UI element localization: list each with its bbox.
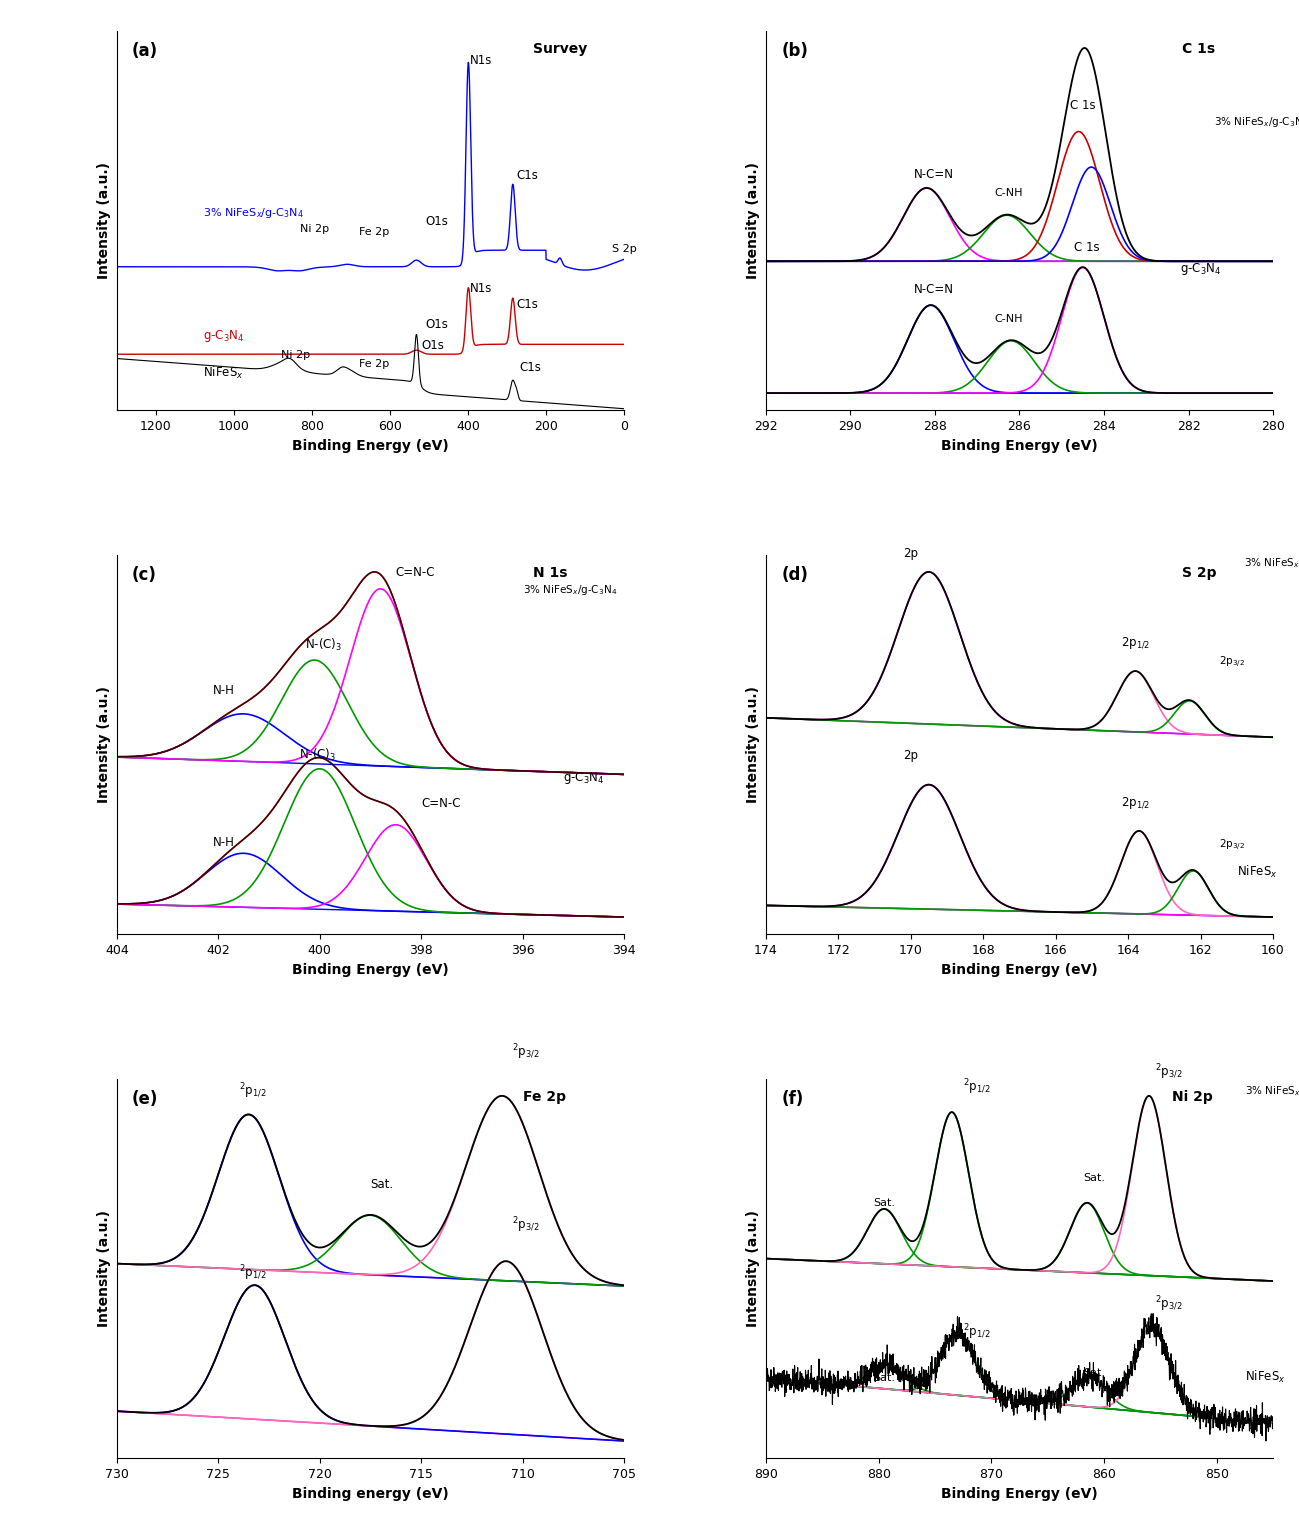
Text: Sat.: Sat. bbox=[370, 1177, 394, 1191]
X-axis label: Binding Energy (eV): Binding Energy (eV) bbox=[940, 439, 1098, 453]
Text: N1s: N1s bbox=[470, 281, 492, 295]
Text: N-C=N: N-C=N bbox=[914, 282, 953, 296]
Text: (e): (e) bbox=[132, 1090, 158, 1108]
Text: C-NH: C-NH bbox=[994, 189, 1022, 198]
Text: C 1s: C 1s bbox=[1182, 41, 1215, 57]
X-axis label: Binding Energy (eV): Binding Energy (eV) bbox=[292, 962, 449, 976]
Text: 3% NiFeS$_x$/g-C$_3$N$_4$: 3% NiFeS$_x$/g-C$_3$N$_4$ bbox=[522, 583, 617, 597]
Text: (b): (b) bbox=[781, 41, 808, 60]
Y-axis label: Intensity (a.u.): Intensity (a.u.) bbox=[747, 686, 760, 803]
Text: 2p$_{3/2}$: 2p$_{3/2}$ bbox=[1218, 655, 1244, 671]
Text: C 1s: C 1s bbox=[1074, 241, 1100, 253]
Text: $^2$p$_{3/2}$: $^2$p$_{3/2}$ bbox=[512, 1044, 540, 1062]
Text: NiFeS$_x$: NiFeS$_x$ bbox=[203, 365, 243, 382]
Text: Fe 2p: Fe 2p bbox=[359, 359, 388, 370]
Y-axis label: Intensity (a.u.): Intensity (a.u.) bbox=[97, 686, 112, 803]
Text: (d): (d) bbox=[781, 566, 808, 583]
Text: 2p: 2p bbox=[904, 548, 918, 560]
Text: $^2$p$_{3/2}$: $^2$p$_{3/2}$ bbox=[512, 1216, 540, 1236]
Text: NiFeS$_x$: NiFeS$_x$ bbox=[1237, 864, 1277, 880]
Text: O1s: O1s bbox=[425, 215, 448, 229]
Text: NiFeS$_x$: NiFeS$_x$ bbox=[1244, 1369, 1286, 1385]
Text: 2p$_{1/2}$: 2p$_{1/2}$ bbox=[1121, 795, 1150, 812]
Text: Sat.: Sat. bbox=[873, 1372, 895, 1383]
Text: N-(C)$_3$: N-(C)$_3$ bbox=[300, 748, 336, 763]
Text: Ni 2p: Ni 2p bbox=[281, 350, 310, 359]
Text: g-C$_3$N$_4$: g-C$_3$N$_4$ bbox=[1179, 261, 1221, 276]
Text: $^2$p$_{1/2}$: $^2$p$_{1/2}$ bbox=[239, 1082, 266, 1101]
Text: 3% NiFeS$_x$/g-C$_3$N$_4$: 3% NiFeS$_x$/g-C$_3$N$_4$ bbox=[203, 206, 304, 220]
Text: 3% NiFeS$_x$/g-C$_3$N$_4$: 3% NiFeS$_x$/g-C$_3$N$_4$ bbox=[1244, 1084, 1299, 1098]
Text: $^2$p$_{3/2}$: $^2$p$_{3/2}$ bbox=[1155, 1064, 1182, 1082]
Text: S 2p: S 2p bbox=[1182, 566, 1216, 580]
Text: N-H: N-H bbox=[213, 685, 235, 697]
X-axis label: Binding energy (eV): Binding energy (eV) bbox=[292, 1486, 449, 1501]
Text: C1s: C1s bbox=[517, 298, 539, 312]
Text: C1s: C1s bbox=[517, 169, 539, 183]
Text: (a): (a) bbox=[132, 41, 158, 60]
Text: 2p$_{1/2}$: 2p$_{1/2}$ bbox=[1121, 635, 1150, 651]
Text: Fe 2p: Fe 2p bbox=[522, 1090, 565, 1104]
Text: g-C$_3$N$_4$: g-C$_3$N$_4$ bbox=[203, 328, 244, 344]
Text: N1s: N1s bbox=[470, 54, 492, 66]
Text: $^2$p$_{1/2}$: $^2$p$_{1/2}$ bbox=[239, 1263, 266, 1283]
Text: Sat.: Sat. bbox=[873, 1199, 895, 1208]
X-axis label: Binding Energy (eV): Binding Energy (eV) bbox=[292, 439, 449, 453]
Text: $^2$p$_{1/2}$: $^2$p$_{1/2}$ bbox=[963, 1323, 991, 1342]
Y-axis label: Intensity (a.u.): Intensity (a.u.) bbox=[747, 1210, 760, 1326]
Text: Survey: Survey bbox=[533, 41, 587, 57]
Text: g-C$_3$N$_4$: g-C$_3$N$_4$ bbox=[564, 771, 604, 786]
Text: Fe 2p: Fe 2p bbox=[359, 227, 388, 238]
Text: 2p: 2p bbox=[904, 749, 918, 763]
Text: Sat.: Sat. bbox=[1083, 1173, 1105, 1183]
Text: $^2$p$_{3/2}$: $^2$p$_{3/2}$ bbox=[1155, 1296, 1182, 1314]
Text: 3% NiFeS$_x$/g-C$_3$N$_4$: 3% NiFeS$_x$/g-C$_3$N$_4$ bbox=[1213, 115, 1299, 129]
Text: (f): (f) bbox=[781, 1090, 803, 1108]
Text: N-(C)$_3$: N-(C)$_3$ bbox=[304, 637, 342, 652]
Text: O1s: O1s bbox=[421, 339, 444, 353]
Y-axis label: Intensity (a.u.): Intensity (a.u.) bbox=[747, 163, 760, 279]
X-axis label: Binding Energy (eV): Binding Energy (eV) bbox=[940, 1486, 1098, 1501]
Text: C-NH: C-NH bbox=[994, 315, 1022, 324]
Text: N-H: N-H bbox=[213, 835, 235, 849]
Text: N-C=N: N-C=N bbox=[914, 167, 953, 181]
Text: C1s: C1s bbox=[520, 361, 542, 373]
Y-axis label: Intensity (a.u.): Intensity (a.u.) bbox=[97, 163, 112, 279]
Text: N 1s: N 1s bbox=[533, 566, 568, 580]
Text: C 1s: C 1s bbox=[1070, 98, 1096, 112]
Text: 3% NiFeS$_x$/g-C$_3$N$_4$: 3% NiFeS$_x$/g-C$_3$N$_4$ bbox=[1244, 556, 1299, 569]
Text: C=N-C: C=N-C bbox=[421, 797, 461, 810]
Text: S 2p: S 2p bbox=[612, 244, 637, 253]
X-axis label: Binding Energy (eV): Binding Energy (eV) bbox=[940, 962, 1098, 976]
Text: $^2$p$_{1/2}$: $^2$p$_{1/2}$ bbox=[963, 1078, 991, 1098]
Y-axis label: Intensity (a.u.): Intensity (a.u.) bbox=[97, 1210, 112, 1326]
Text: 2p$_{3/2}$: 2p$_{3/2}$ bbox=[1218, 838, 1244, 852]
Text: O1s: O1s bbox=[425, 318, 448, 332]
Text: C=N-C: C=N-C bbox=[396, 565, 435, 579]
Text: Ni 2p: Ni 2p bbox=[300, 224, 330, 235]
Text: Ni 2p: Ni 2p bbox=[1172, 1090, 1212, 1104]
Text: Sat.: Sat. bbox=[1083, 1368, 1105, 1378]
Text: (c): (c) bbox=[132, 566, 157, 583]
